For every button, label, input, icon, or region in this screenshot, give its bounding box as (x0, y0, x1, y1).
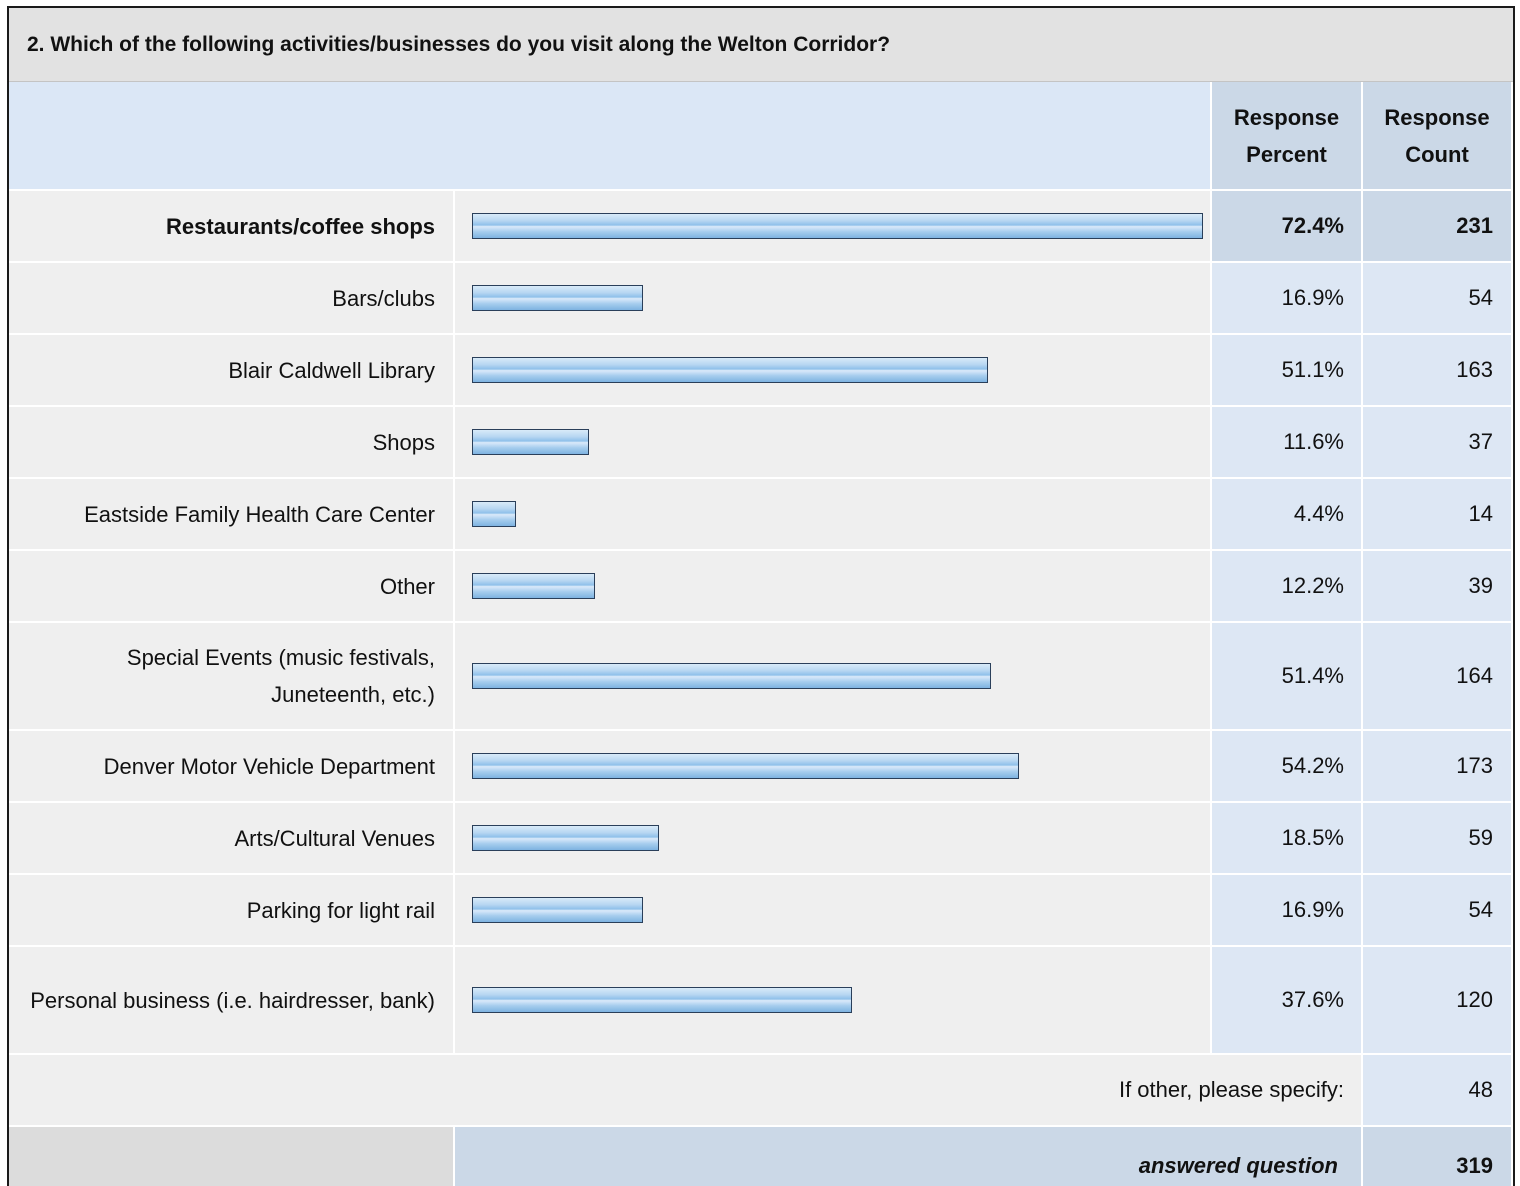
percent-value: 37.6% (1212, 947, 1363, 1055)
count-value: 59 (1363, 803, 1513, 875)
answered-question-label: answered question (455, 1127, 1363, 1186)
other-specify-label: If other, please specify: (9, 1055, 1363, 1127)
row-label: Parking for light rail (9, 875, 455, 947)
percent-value: 51.4% (1212, 623, 1363, 731)
bar-cell (455, 875, 1212, 947)
bar-cell (455, 335, 1212, 407)
count-value: 39 (1363, 551, 1513, 623)
answered-question-count: 319 (1363, 1127, 1513, 1186)
bar-4 (472, 501, 516, 527)
percent-value: 11.6% (1212, 407, 1363, 479)
question-title: 2. Which of the following activities/bus… (9, 8, 1513, 82)
count-value: 231 (1363, 191, 1513, 263)
row-label: Eastside Family Health Care Center (9, 479, 455, 551)
bar-1 (472, 285, 643, 311)
bar-cell (455, 623, 1212, 731)
bar-3 (472, 429, 589, 455)
row-label: Other (9, 551, 455, 623)
bar-cell (455, 731, 1212, 803)
bar-7 (472, 753, 1019, 779)
header-response-percent: Response Percent (1212, 82, 1363, 191)
bar-2 (472, 357, 988, 383)
row-label: Special Events (music festivals, Junetee… (9, 623, 455, 731)
row-label: Denver Motor Vehicle Department (9, 731, 455, 803)
bar-cell (455, 263, 1212, 335)
header-percent-line: Percent (1246, 142, 1327, 167)
count-value: 14 (1363, 479, 1513, 551)
bar-8 (472, 825, 659, 851)
percent-value: 16.9% (1212, 263, 1363, 335)
row-label: Personal business (i.e. hairdresser, ban… (9, 947, 455, 1055)
row-label: Bars/clubs (9, 263, 455, 335)
header-count-line: Response (1384, 105, 1490, 130)
bar-cell (455, 947, 1212, 1055)
bar-cell (455, 407, 1212, 479)
header-blank (9, 82, 1212, 191)
percent-value: 4.4% (1212, 479, 1363, 551)
percent-value: 72.4% (1212, 191, 1363, 263)
count-value: 37 (1363, 407, 1513, 479)
bar-6 (472, 663, 991, 689)
count-value: 163 (1363, 335, 1513, 407)
percent-value: 54.2% (1212, 731, 1363, 803)
bar-5 (472, 573, 595, 599)
count-value: 54 (1363, 875, 1513, 947)
bar-cell (455, 803, 1212, 875)
header-response-count: Response Count (1363, 82, 1513, 191)
percent-value: 12.2% (1212, 551, 1363, 623)
percent-value: 51.1% (1212, 335, 1363, 407)
count-value: 173 (1363, 731, 1513, 803)
bar-cell (455, 479, 1212, 551)
bar-cell (455, 551, 1212, 623)
bar-cell (455, 191, 1212, 263)
bar-0 (472, 213, 1203, 239)
header-percent-line: Response (1233, 105, 1340, 130)
percent-value: 18.5% (1212, 803, 1363, 875)
percent-value: 16.9% (1212, 875, 1363, 947)
count-value: 120 (1363, 947, 1513, 1055)
other-specify-count: 48 (1363, 1055, 1513, 1127)
survey-question-panel: 2. Which of the following activities/bus… (7, 6, 1515, 1186)
header-count-line: Count (1405, 142, 1469, 167)
bar-9 (472, 897, 643, 923)
footer-blank (9, 1127, 455, 1186)
row-label: Restaurants/coffee shops (9, 191, 455, 263)
row-label: Blair Caldwell Library (9, 335, 455, 407)
count-value: 164 (1363, 623, 1513, 731)
row-label: Arts/Cultural Venues (9, 803, 455, 875)
row-label: Shops (9, 407, 455, 479)
bar-10 (472, 987, 852, 1013)
count-value: 54 (1363, 263, 1513, 335)
